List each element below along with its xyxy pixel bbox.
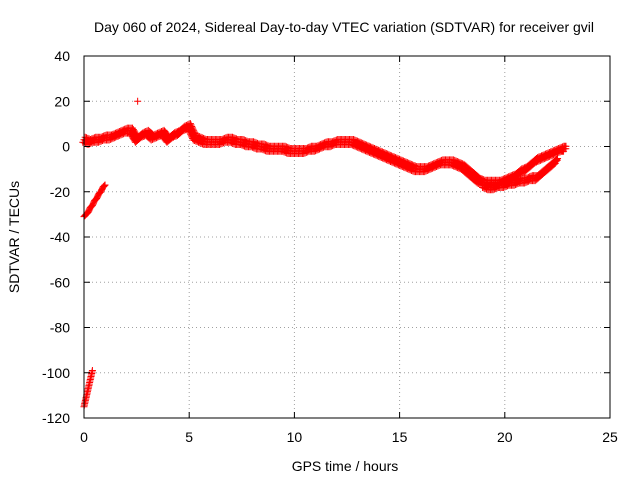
y-tick-label: -40 (50, 229, 70, 245)
y-tick-label: -100 (42, 365, 70, 381)
x-tick-label: 10 (287, 429, 303, 445)
y-tick-label: 0 (62, 139, 70, 155)
y-tick-label: -120 (42, 410, 70, 426)
y-tick-label: -20 (50, 184, 70, 200)
series-main-trace (79, 120, 570, 189)
y-tick-label: 20 (54, 93, 70, 109)
x-tick-label: 5 (185, 429, 193, 445)
y-tick-labels: -120 -100 -80 -60 -40 -20 0 20 40 (42, 48, 70, 426)
y-tick-label: 40 (54, 48, 70, 64)
y-axis-title: SDTVAR / TECUs (6, 181, 22, 293)
x-tick-label: 20 (497, 429, 513, 445)
axis-ticks (83, 55, 611, 419)
y-tick-label: -60 (50, 274, 70, 290)
x-tick-label: 25 (602, 429, 618, 445)
data-point (562, 145, 570, 153)
chart-title: Day 060 of 2024, Sidereal Day-to-day VTE… (94, 19, 594, 35)
x-axis-title: GPS time / hours (292, 458, 399, 474)
series-lower-branch (479, 154, 562, 194)
y-tick-label: -80 (50, 320, 70, 336)
x-tick-label: 15 (392, 429, 408, 445)
data-point (88, 366, 96, 374)
data-point (553, 156, 561, 164)
data-point (100, 182, 108, 190)
data-series (79, 97, 570, 411)
series-deep-arc (80, 366, 96, 411)
x-tick-label: 0 (80, 429, 88, 445)
grid-lines (84, 56, 610, 418)
series-outlier (134, 97, 142, 105)
data-point (101, 181, 109, 189)
x-tick-labels: 0 5 10 15 20 25 (80, 429, 618, 445)
data-point (100, 182, 108, 190)
data-point (134, 97, 142, 105)
